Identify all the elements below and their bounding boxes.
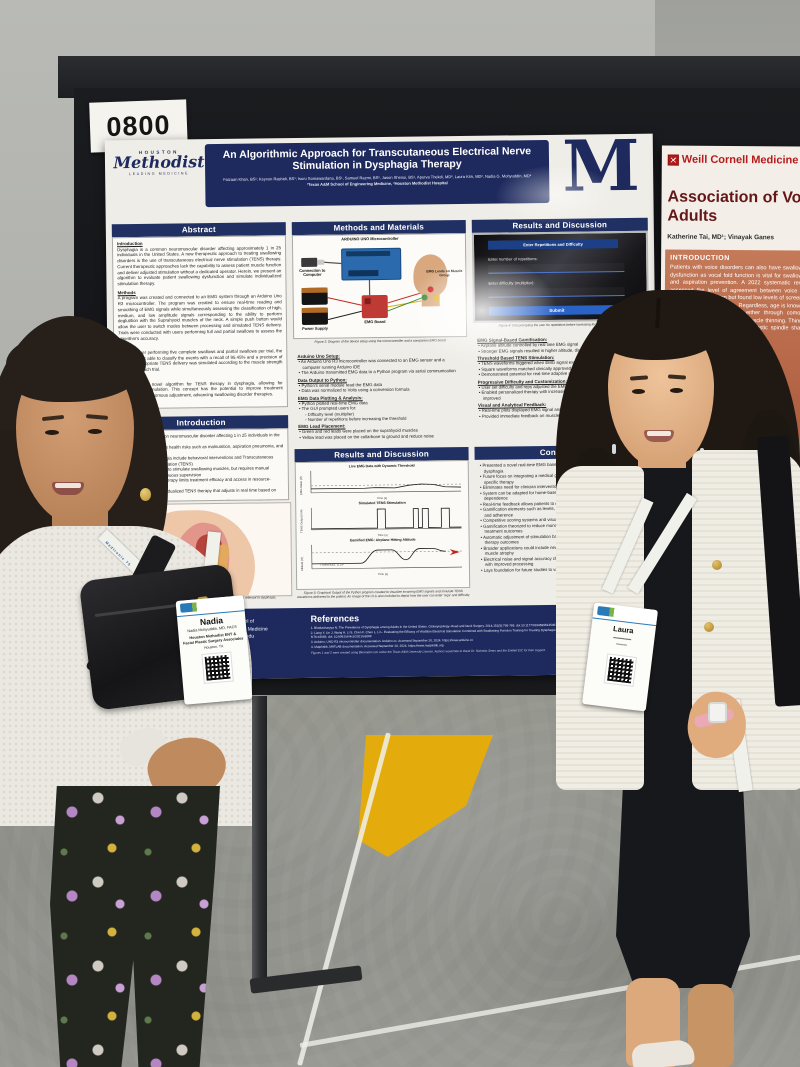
poster-footer: School of Engineering Medicine tamu.edu … [110, 603, 660, 681]
school-logo-text: School of Engineering Medicine tamu.edu [199, 618, 289, 642]
arduino-board [341, 247, 402, 281]
methods-subbullet: Number of repetitions before increasing … [298, 415, 464, 422]
vocal-folds-image [671, 445, 798, 539]
adjacent-poster-authors: Katherine Tai, MD¹; Vinayak Ganes [667, 233, 774, 242]
computer-label: Connection to Computer [299, 267, 326, 278]
gui-window-title: Enter Repetitions and Difficulty [487, 239, 619, 250]
cornell-crest-icon [667, 154, 679, 166]
weill-cornell-wordmark: Weill Cornell Medicine [681, 153, 799, 167]
emg-board [361, 294, 388, 319]
anatomy-figure [115, 502, 293, 599]
plot3-ylabel: Altitude (V) [299, 557, 304, 572]
plot3-altitude-line: Threshold: 0.3V [311, 544, 462, 570]
light-glare [406, 254, 558, 367]
houston-methodist-logo: HOUSTON Methodist LEADING MEDICINE [113, 149, 206, 208]
poster-title: An Algorithmic Approach for Transcutaneo… [222, 145, 532, 173]
methods-bullet: Yellow lead was placed on the collarbone… [298, 433, 464, 441]
figure1-caption: Figure 1: Illustration highlighting the … [130, 595, 277, 602]
abstract-conclusions-text: We present a novel algorithm for TENS th… [118, 379, 283, 399]
power-supply-label: Power Supply [302, 325, 328, 331]
references-list: 1. Bhattacharyya N. The Prevalence of Dy… [311, 622, 641, 655]
abstract-text: Introduction Dysphagia is a common neurom… [111, 235, 288, 410]
plot1-ylabel: EMG Value (V) [298, 476, 304, 496]
weill-cornell-logo: Weill Cornell Medicine [667, 153, 799, 167]
adjacent-poster-introduction: INTRODUCTION Patients with voice disorde… [662, 249, 800, 681]
adjacent-poster-title: Association of Voice [667, 188, 800, 207]
research-poster: HOUSTON Methodist LEADING MEDICINE An Al… [104, 133, 660, 681]
arduino-label: ARDUINO UNO Microcontroller [341, 235, 399, 242]
logo-wordmark: Methodist [113, 152, 205, 173]
methods-bullet: Data was normalized to Volts using a con… [298, 386, 464, 394]
abstract-intro-text: Dysphagia is a common neuromuscular diso… [117, 244, 282, 287]
battery [301, 307, 328, 325]
board-leg-pole [252, 696, 267, 988]
adjacent-lower-text: between voice disorders in the aging pop… [667, 552, 800, 567]
methods-bullet: The Arduino transmitted EMG data to a Py… [298, 368, 464, 376]
plots-panel: Live EMG Data with Dynamic Threshold EMG… [294, 459, 471, 591]
usb-plug [301, 257, 318, 267]
plot2-tens-pulses [310, 507, 462, 531]
booth-number: 0800 [105, 109, 172, 142]
conclusion-bullets: Presented a novel real-time EMG based ap… [475, 458, 653, 602]
emg-board-label: EMG Board [364, 318, 386, 325]
plot1-emg-line [310, 470, 462, 494]
light-glare [495, 164, 616, 226]
introduction-text: Dysphagia is a common neuromuscular diso… [114, 428, 290, 503]
abstract-methods-text: A program was created and connected to a… [117, 293, 283, 341]
adjacent-intro-text: Patients with voice disorders can also h… [669, 264, 800, 339]
rd-bullet: Demonstrated potential for real-time ada… [478, 370, 646, 378]
cardboard-scrap [88, 896, 134, 986]
plot3-threshold-annotation: Threshold: 0.3V [320, 562, 345, 566]
figure3-caption: Figure 3: Graphical Output of the Python… [297, 589, 470, 599]
abstract-results-text: With one user performing five complete s… [118, 348, 283, 373]
adjacent-poster-title-line2: Adults [667, 207, 718, 225]
school-url: tamu.edu [233, 633, 255, 640]
plot2-ylabel: TENS Output (mA) [299, 509, 304, 534]
references-header: References [310, 613, 360, 624]
adjacent-poster: Weill Cornell Medicine Association of Vo… [658, 145, 800, 695]
rd-bullet: Enabled personalized therapy with increa… [478, 388, 646, 401]
adjacent-intro-header: INTRODUCTION [670, 254, 730, 262]
battery [301, 287, 328, 305]
